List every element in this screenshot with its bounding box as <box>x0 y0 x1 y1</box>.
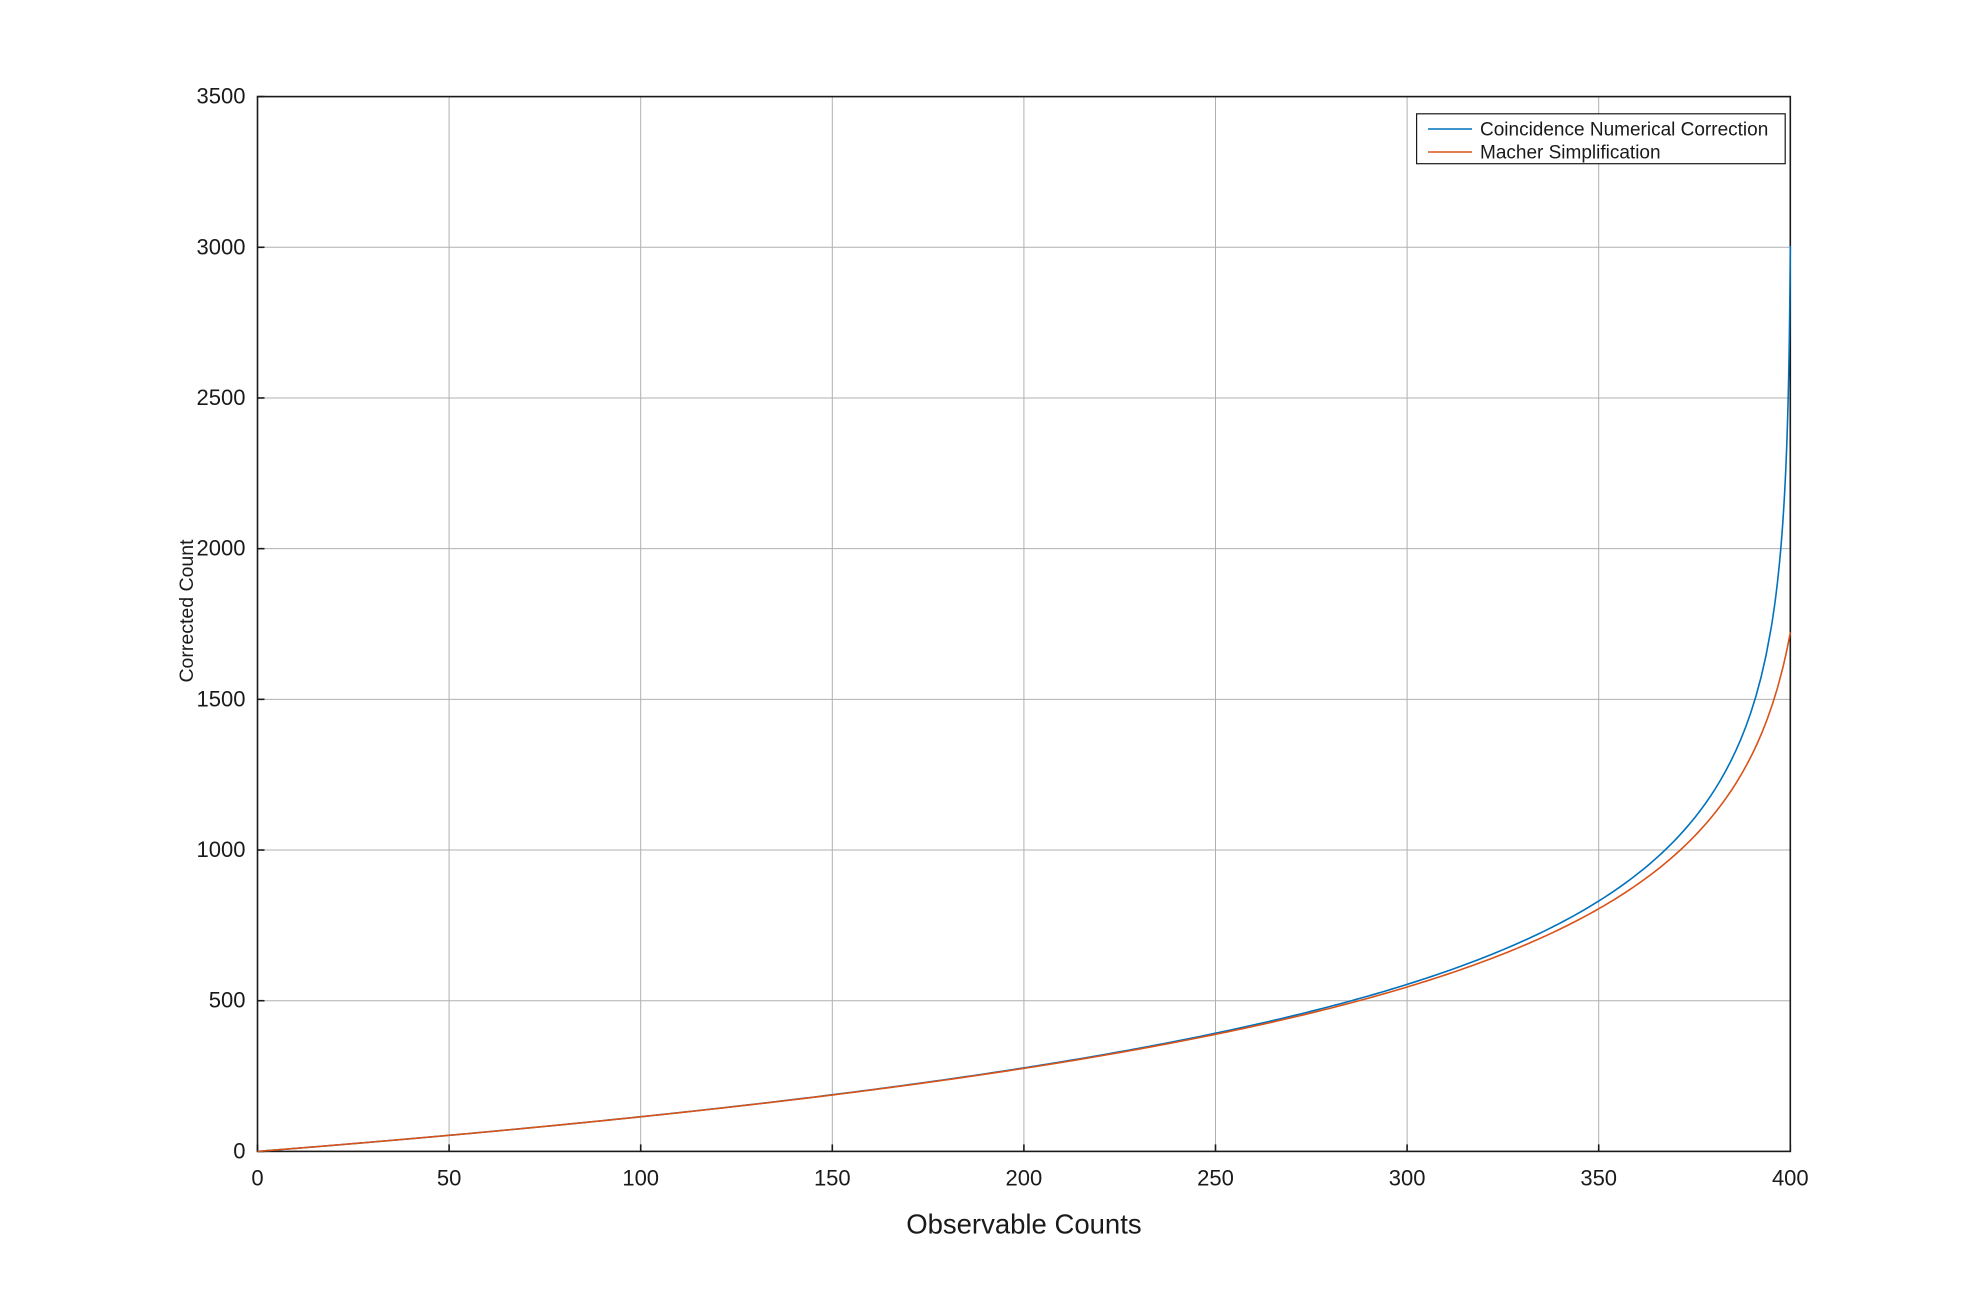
svg-text:2500: 2500 <box>197 385 246 410</box>
svg-text:1500: 1500 <box>197 686 246 711</box>
svg-text:3000: 3000 <box>197 234 246 259</box>
svg-text:200: 200 <box>1006 1165 1043 1190</box>
svg-text:100: 100 <box>622 1165 659 1190</box>
svg-text:3500: 3500 <box>197 84 246 109</box>
svg-text:400: 400 <box>1772 1165 1809 1190</box>
svg-text:2000: 2000 <box>197 536 246 561</box>
svg-text:500: 500 <box>209 988 246 1013</box>
svg-text:350: 350 <box>1580 1165 1617 1190</box>
svg-text:Coincidence Numerical Correcti: Coincidence Numerical Correction <box>1480 120 1768 141</box>
svg-text:150: 150 <box>814 1165 851 1190</box>
svg-text:Corrected Count: Corrected Count <box>176 539 198 683</box>
svg-text:300: 300 <box>1389 1165 1426 1190</box>
svg-text:0: 0 <box>233 1138 245 1163</box>
svg-text:Observable Counts: Observable Counts <box>906 1208 1141 1239</box>
svg-text:Macher Simplification: Macher Simplification <box>1480 143 1661 164</box>
svg-text:250: 250 <box>1197 1165 1234 1190</box>
svg-text:1000: 1000 <box>197 837 246 862</box>
svg-text:50: 50 <box>437 1165 461 1190</box>
svg-text:0: 0 <box>251 1165 263 1190</box>
